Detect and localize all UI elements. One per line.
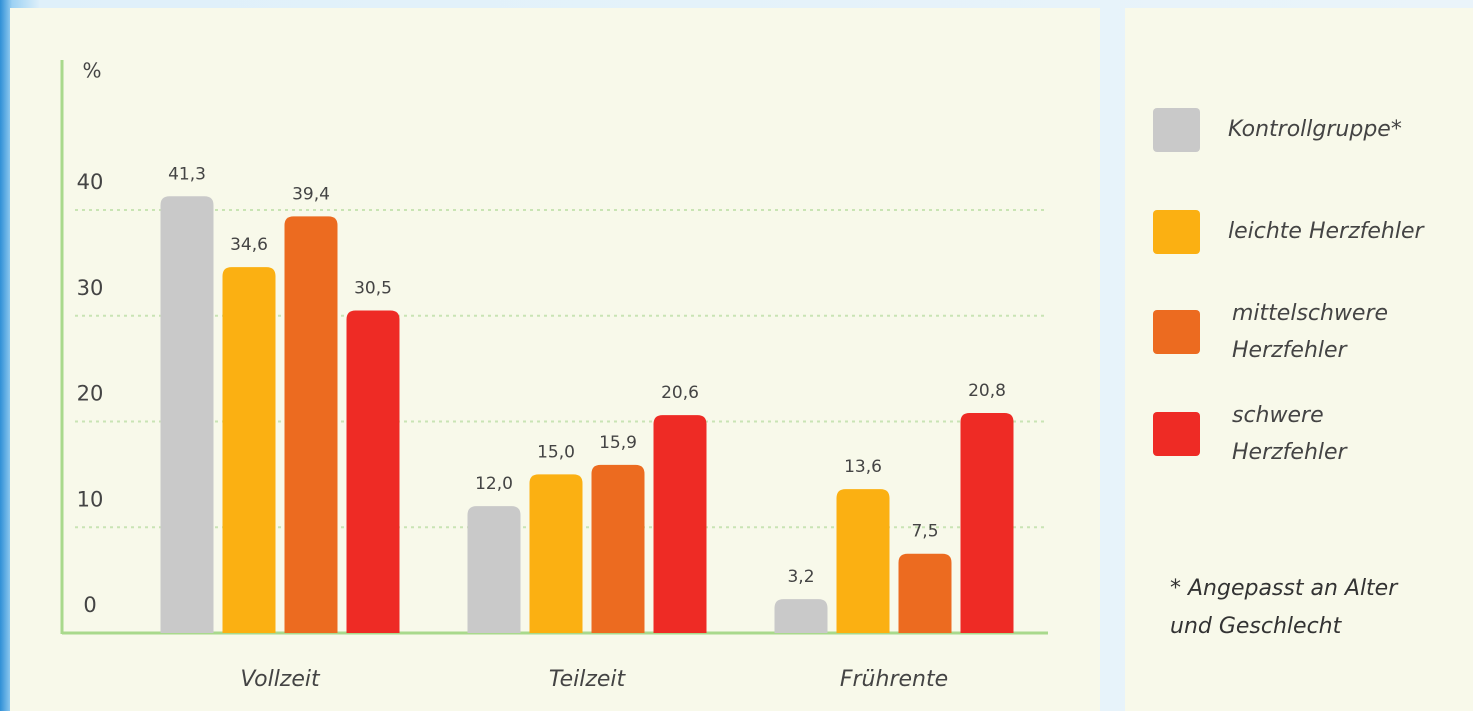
value-label: 15,9 — [599, 433, 637, 453]
x-tick-label: Vollzeit — [240, 667, 321, 692]
footnote: * Angepasst an Alter und Geschlecht — [1170, 576, 1398, 639]
x-tick-label: Frührente — [840, 667, 948, 692]
value-label: 20,8 — [968, 381, 1006, 401]
legend-label: schwere Herzfehler — [1232, 403, 1349, 465]
value-label: 3,2 — [787, 567, 814, 587]
bar — [160, 196, 214, 633]
value-label: 15,0 — [537, 442, 575, 462]
y-tick-label: 40 — [77, 170, 104, 194]
bar — [960, 413, 1014, 633]
bar — [836, 489, 890, 633]
value-label: 34,6 — [230, 235, 268, 255]
bar — [591, 464, 645, 633]
legend-label: Kontrollgruppe* — [1228, 117, 1402, 142]
bar — [346, 310, 400, 633]
legend-swatch — [1153, 310, 1200, 354]
value-label: 12,0 — [475, 474, 513, 494]
legend-label: leichte Herzfehler — [1228, 219, 1425, 244]
value-label: 13,6 — [844, 457, 882, 477]
value-label: 7,5 — [911, 522, 938, 542]
bar — [774, 599, 828, 633]
legend-swatch — [1153, 210, 1200, 254]
value-label: 30,5 — [354, 278, 392, 298]
bar — [653, 415, 707, 633]
y-tick-label: 10 — [77, 487, 104, 511]
bar — [222, 267, 276, 633]
bar — [467, 506, 521, 633]
value-label: 41,3 — [168, 164, 206, 184]
bar — [898, 553, 952, 633]
bar — [284, 216, 338, 633]
y-tick-label: 30 — [77, 276, 104, 300]
legend-swatch — [1153, 108, 1200, 152]
value-label: 39,4 — [292, 184, 330, 204]
value-label: 20,6 — [661, 383, 699, 403]
y-axis-label: % — [82, 59, 101, 83]
x-tick-label: Teilzeit — [549, 667, 627, 692]
legend-label: mittelschwere Herzfehler — [1232, 301, 1388, 363]
legend-swatch — [1153, 412, 1200, 456]
y-tick-label: 0 — [83, 593, 96, 617]
y-tick-label: 20 — [77, 382, 104, 406]
bar — [529, 474, 583, 633]
